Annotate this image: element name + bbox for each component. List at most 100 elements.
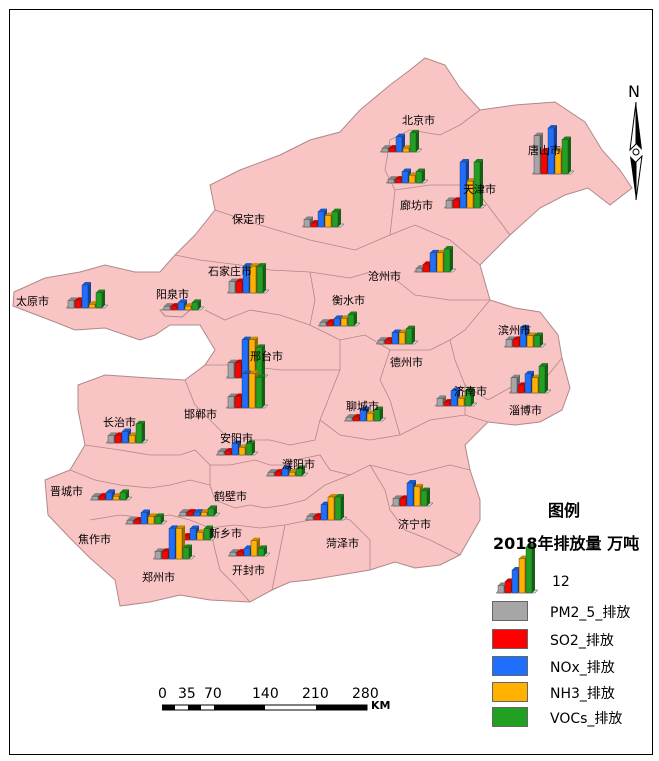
city-label-24: 焦作市 (78, 532, 111, 546)
city-chart-26-bar-3 (175, 525, 185, 560)
city-chart-8-bar-4 (191, 299, 201, 311)
city-chart-6 (413, 246, 457, 273)
city-label-5: 石家庄市 (208, 264, 252, 278)
scale-unit: KM (371, 699, 391, 712)
legend-label-nox: NOx_排放 (550, 660, 615, 676)
city-label-8: 阳泉市 (156, 287, 189, 301)
legend-item-pm25: PM2_5_排放 (492, 601, 659, 621)
city-chart-25-bar-4 (203, 525, 213, 541)
city-chart-7-bar-4 (95, 289, 105, 309)
city-chart-20 (89, 489, 133, 501)
city-chart-15 (343, 406, 387, 422)
scale-tick-140: 140 (252, 686, 279, 702)
city-label-27: 开封市 (232, 563, 265, 577)
city-chart-7-bar-2 (81, 282, 91, 309)
legend-item-nox: NOx_排放 (492, 656, 659, 676)
city-chart-23-bar-4 (420, 487, 430, 507)
map-frame: 北京市 唐山市 天津市 廊坊市 保定市 石家庄市 沧州市 太原市 阳泉市 衡水市 邢台市 滨州市 德州市… (9, 9, 653, 755)
city-chart-16-bar-4 (255, 374, 265, 409)
city-chart-24 (124, 509, 168, 525)
city-bar-charts (65, 125, 575, 560)
legend-item-so2: SO2_排放 (492, 629, 659, 649)
city-label-19: 濮阳市 (282, 457, 315, 471)
legend-swatch-so2 (492, 629, 528, 649)
city-label-1: 唐山市 (528, 143, 561, 157)
city-chart-0-bar-4 (409, 129, 419, 153)
legend-swatch-nox (492, 656, 528, 676)
scale-bar (162, 704, 368, 711)
city-chart-21 (177, 505, 221, 517)
city-label-0: 北京市 (402, 113, 435, 127)
city-chart-17-bar-4 (135, 420, 145, 444)
city-chart-6-bar-0 (415, 265, 425, 273)
city-label-23: 济宁市 (398, 517, 431, 531)
city-chart-24-bar-4 (154, 513, 164, 525)
scale-tick-70: 70 (204, 686, 222, 702)
city-chart-22 (304, 494, 348, 521)
city-chart-4-bar-4 (331, 208, 341, 228)
city-chart-8 (161, 299, 205, 311)
city-chart-11 (503, 324, 547, 348)
legend-label-nh3: NH3_排放 (550, 686, 615, 702)
city-chart-5-bar-4 (256, 263, 266, 294)
city-label-16: 邯郸市 (184, 407, 217, 421)
city-label-3: 廊坊市 (400, 198, 433, 212)
city-label-4: 保定市 (232, 212, 265, 226)
legend-subtitle: 2018年排放量 万吨 (493, 534, 640, 553)
city-label-9: 衡水市 (332, 293, 365, 307)
scale-tick-0: 0 (158, 686, 167, 702)
city-chart-19 (265, 465, 309, 477)
city-chart-1 (531, 125, 575, 175)
city-label-25: 新乡市 (209, 526, 242, 540)
scale-tick-210: 210 (302, 686, 329, 702)
city-label-2: 天津市 (463, 182, 496, 196)
city-chart-1-bar-4 (561, 136, 571, 175)
legend-label-vocs: VOCs_排放 (550, 711, 623, 727)
city-chart-27 (227, 537, 271, 557)
city-label-20: 晋城市 (50, 484, 83, 498)
city-chart-18 (215, 440, 259, 456)
city-label-26: 郑州市 (142, 570, 175, 584)
city-chart-19-bar-0 (267, 469, 277, 477)
scale-tick-280: 280 (352, 686, 379, 702)
city-chart-3-bar-4 (415, 168, 425, 184)
city-chart-21-bar-4 (207, 505, 217, 517)
city-chart-18-bar-4 (245, 440, 255, 456)
legend-label-pm25: PM2_5_排放 (550, 605, 631, 621)
legend-swatch-nh3 (492, 682, 528, 702)
city-chart-13 (434, 387, 478, 407)
city-chart-10 (225, 336, 269, 379)
city-chart-8-bar-0 (163, 303, 173, 311)
city-label-13: 济南市 (454, 384, 487, 398)
city-label-7: 太原市 (16, 294, 49, 308)
city-label-21: 鹤壁市 (214, 489, 247, 503)
city-label-18: 安阳市 (220, 431, 253, 445)
city-chart-12 (375, 325, 419, 345)
city-chart-27-bar-1 (236, 549, 246, 557)
legend-item-nh3: NH3_排放 (492, 682, 659, 702)
city-chart-2 (443, 159, 487, 209)
city-chart-14-bar-0 (510, 374, 520, 394)
city-chart-13-bar-0 (436, 395, 446, 407)
legend-swatch-pm25 (492, 601, 528, 621)
city-chart-13-bar-4 (464, 387, 474, 407)
legend-sample-bars (495, 544, 539, 594)
legend-item-vocs: VOCs_排放 (492, 707, 659, 727)
city-chart-4 (301, 208, 345, 228)
city-chart-9-bar-4 (347, 311, 357, 327)
city-label-12: 德州市 (390, 355, 423, 369)
city-chart-26-bar-4 (182, 544, 192, 560)
north-arrow-icon (629, 101, 643, 201)
city-chart-21-bar-2 (193, 509, 203, 517)
city-chart-20-bar-4 (119, 489, 129, 501)
north-letter: N (628, 82, 640, 101)
city-chart-23 (390, 480, 434, 507)
city-chart-22-bar-4 (334, 494, 344, 521)
city-chart-10-bar-4 (255, 344, 265, 379)
city-chart-8-bar-2 (177, 299, 187, 311)
city-chart-12-bar-4 (405, 325, 415, 345)
city-chart-11-bar-4 (533, 332, 543, 348)
city-label-17: 长治市 (103, 415, 136, 429)
city-chart-6-bar-4 (443, 246, 453, 273)
